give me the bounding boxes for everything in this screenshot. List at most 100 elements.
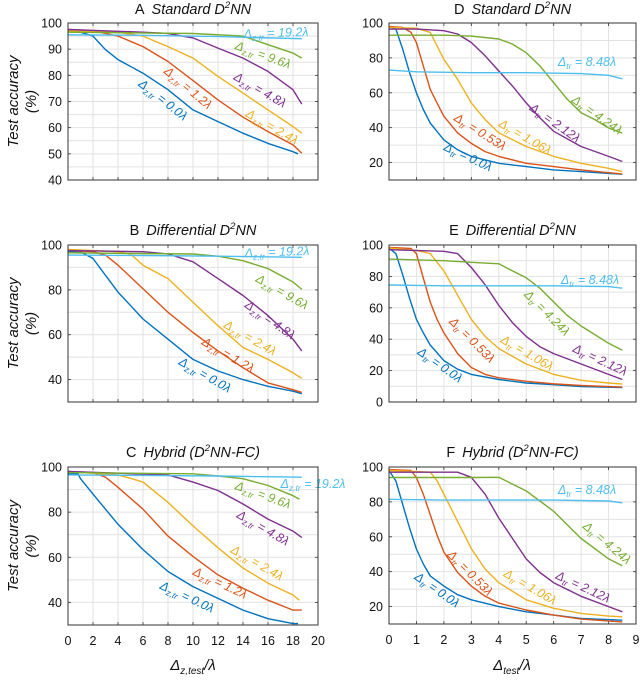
series-line-blue <box>389 25 623 175</box>
panel-letter: F <box>446 445 455 461</box>
label-value: = 8.48λ <box>574 273 619 287</box>
y-tick-label: 100 <box>362 239 383 253</box>
series-line-purple <box>389 249 623 381</box>
series-label: Δtr = 4.24λ <box>578 518 634 568</box>
series-line-blue <box>68 473 298 625</box>
series-line-green <box>389 476 623 567</box>
y-tick-label: 40 <box>48 174 62 188</box>
panel-title: F Hybrid (D2NN-FC) <box>446 443 578 461</box>
label-subscript: tr <box>585 529 596 541</box>
plot-frame <box>388 22 637 181</box>
label-value: = 4.24λ <box>531 297 573 339</box>
panel-letter: A <box>135 2 145 18</box>
series-line-green <box>68 31 303 59</box>
series-line-yellow <box>68 470 300 601</box>
title-superscript: 2 <box>224 0 231 11</box>
series-line-blue <box>68 250 302 395</box>
series-label: Δtr = 0.0λ <box>413 344 465 387</box>
y-axis-label-line: (%) <box>23 312 40 335</box>
series-label: Δtr = 2.12λ <box>569 341 630 381</box>
panel-d: D Standard D2NN 20 40 60 80 100 Δtr = 0.0λ Δtr =… <box>362 0 637 181</box>
label-subscript: tr <box>503 126 514 138</box>
title-text: Standard D <box>152 2 225 18</box>
series-line-blue <box>389 247 623 389</box>
y-tick-label: 70 <box>48 95 62 109</box>
plot-frame <box>67 244 319 403</box>
y-axis-label: Test accuracy(%) <box>5 276 40 369</box>
panel-letter: B <box>130 223 140 239</box>
x-tick-label: 8 <box>165 634 172 648</box>
x-tick-label: 1 <box>413 633 420 647</box>
label-value: = 2.12λ <box>566 574 612 606</box>
panel-letter: C <box>126 445 136 461</box>
title-superscript: 2 <box>204 443 211 454</box>
x-tick-label: 12 <box>211 634 225 648</box>
title-text: NN <box>555 223 576 239</box>
series-line-red <box>68 249 303 394</box>
panel-letter: E <box>449 223 459 239</box>
y-tick-label: 0 <box>376 396 383 410</box>
label-subscript: z,tr <box>252 251 266 261</box>
label-subscript: tr <box>575 102 586 114</box>
label-value: = 19.2λ <box>301 477 346 491</box>
series-line-cyan <box>389 284 623 289</box>
title-text: Standard D <box>471 2 544 18</box>
plot-frame <box>388 466 637 625</box>
series-label: Δz,tr = 19.2λ <box>242 25 308 43</box>
x-tick-label: 6 <box>140 634 147 648</box>
label-value: = 0.0λ <box>152 89 190 123</box>
label-value: = 19.2λ <box>263 25 308 41</box>
x-tick-label: 6 <box>550 633 557 647</box>
label-subscript: tr <box>418 579 429 591</box>
label-subscript: tr <box>560 577 570 589</box>
series-label: Δtr = 0.0λ <box>410 569 462 612</box>
series-line-yellow <box>389 469 623 618</box>
title-text: Hybrid (D <box>462 445 523 461</box>
label-subscript: tr <box>421 354 432 366</box>
series-line-red <box>389 468 623 623</box>
series-line-green <box>389 34 623 134</box>
series-line-red <box>68 470 302 611</box>
y-tick-label: 40 <box>369 121 383 135</box>
y-tick-label: 20 <box>369 156 383 170</box>
label-subscript: tr <box>449 149 459 161</box>
series-label: Δtr = 8.48λ <box>557 55 616 71</box>
y-tick-label: 40 <box>369 565 383 579</box>
y-tick-label: 40 <box>48 596 62 610</box>
y-tick-label: 50 <box>48 147 62 161</box>
series-line-purple <box>68 249 303 352</box>
panel-letter: D <box>454 2 464 18</box>
series-line-red <box>389 246 623 388</box>
x-tick-label: 2 <box>90 634 97 648</box>
y-tick-label: 60 <box>48 551 62 565</box>
series-line-green <box>68 252 303 290</box>
panel-title: B Differential D2NN <box>130 221 257 239</box>
y-tick-label: 60 <box>369 530 383 544</box>
y-tick-label: 80 <box>369 51 383 65</box>
series-line-cyan <box>68 474 302 478</box>
label-subscript: tr <box>526 298 538 310</box>
y-tick-label: 40 <box>369 333 383 347</box>
panel-title: E Differential D2NN <box>449 221 576 239</box>
label-delta: Δ <box>557 483 566 497</box>
y-axis-label-line: Test accuracy <box>5 276 22 369</box>
panel-title: A Standard D2NN <box>135 0 252 18</box>
label-value: = 0.0λ <box>426 352 465 385</box>
x-tick-label: 2 <box>440 633 447 647</box>
series-label: Δtr = 2.12λ <box>552 568 613 608</box>
y-tick-label: 80 <box>48 506 62 520</box>
label-subscript: tr <box>451 325 463 337</box>
y-tick-label: 60 <box>369 301 383 315</box>
plot-frame <box>67 466 319 626</box>
label-delta: Δ <box>232 478 246 494</box>
series-line-purple <box>389 28 623 163</box>
series-label: Δz,tr = 19.2λ <box>280 477 346 493</box>
title-text: NN-FC) <box>210 445 260 461</box>
x-tick-label: 10 <box>186 634 200 648</box>
x-tick-label: 4 <box>115 634 122 648</box>
y-axis-label-line: Test accuracy <box>5 54 22 147</box>
series-line-cyan <box>68 34 302 40</box>
label-subscript: tr <box>449 558 461 570</box>
title-superscript: 2 <box>229 221 236 232</box>
